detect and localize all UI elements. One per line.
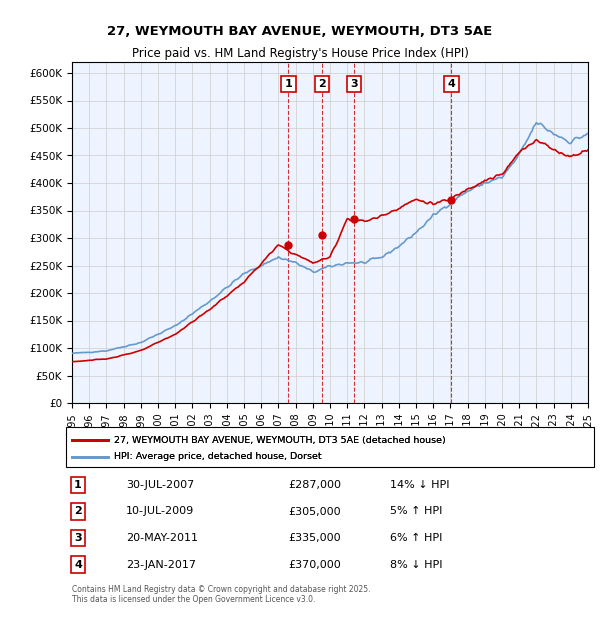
Text: 3: 3 <box>74 533 82 543</box>
Text: 5% ↑ HPI: 5% ↑ HPI <box>390 507 442 516</box>
Text: £287,000: £287,000 <box>288 480 341 490</box>
Text: 14% ↓ HPI: 14% ↓ HPI <box>390 480 449 490</box>
Text: Contains HM Land Registry data © Crown copyright and database right 2025.
This d: Contains HM Land Registry data © Crown c… <box>72 585 371 604</box>
Text: HPI: Average price, detached house, Dorset: HPI: Average price, detached house, Dors… <box>114 453 322 461</box>
Text: £335,000: £335,000 <box>288 533 341 543</box>
Text: 2: 2 <box>318 79 326 89</box>
Text: 10-JUL-2009: 10-JUL-2009 <box>126 507 194 516</box>
Text: 6% ↑ HPI: 6% ↑ HPI <box>390 533 442 543</box>
Text: HPI: Average price, detached house, Dorset: HPI: Average price, detached house, Dors… <box>114 453 322 461</box>
Text: 27, WEYMOUTH BAY AVENUE, WEYMOUTH, DT3 5AE (detached house): 27, WEYMOUTH BAY AVENUE, WEYMOUTH, DT3 5… <box>114 436 446 445</box>
Text: £370,000: £370,000 <box>288 560 341 570</box>
Text: 1: 1 <box>284 79 292 89</box>
Text: 4: 4 <box>74 560 82 570</box>
Text: Price paid vs. HM Land Registry's House Price Index (HPI): Price paid vs. HM Land Registry's House … <box>131 46 469 60</box>
Text: 1: 1 <box>74 480 82 490</box>
Text: 2: 2 <box>74 507 82 516</box>
Text: 30-JUL-2007: 30-JUL-2007 <box>126 480 194 490</box>
Text: 8% ↓ HPI: 8% ↓ HPI <box>390 560 443 570</box>
Text: 27, WEYMOUTH BAY AVENUE, WEYMOUTH, DT3 5AE (detached house): 27, WEYMOUTH BAY AVENUE, WEYMOUTH, DT3 5… <box>114 436 446 445</box>
Text: 20-MAY-2011: 20-MAY-2011 <box>126 533 198 543</box>
Text: £305,000: £305,000 <box>288 507 341 516</box>
Text: 3: 3 <box>350 79 358 89</box>
Text: 27, WEYMOUTH BAY AVENUE, WEYMOUTH, DT3 5AE: 27, WEYMOUTH BAY AVENUE, WEYMOUTH, DT3 5… <box>107 25 493 38</box>
Text: 4: 4 <box>448 79 455 89</box>
Text: 23-JAN-2017: 23-JAN-2017 <box>126 560 196 570</box>
